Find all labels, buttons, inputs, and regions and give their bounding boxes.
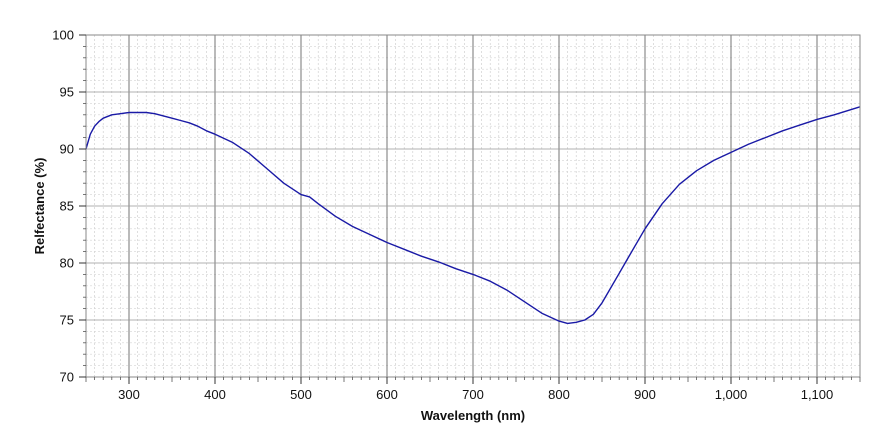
y-axis-ticks: 70 75 80 85 90 95 100 (52, 28, 86, 385)
y-tick-label: 100 (52, 28, 74, 43)
y-tick-label: 90 (60, 142, 74, 157)
x-tick-label: 1,100 (801, 387, 834, 402)
x-tick-label: 800 (548, 387, 570, 402)
series-layer (85, 106, 861, 325)
y-axis-title: Relfectance (%) (32, 158, 47, 255)
y-tick-label: 95 (60, 85, 74, 100)
y-tick-label: 85 (60, 199, 74, 214)
x-tick-label: 300 (118, 387, 140, 402)
x-tick-label: 400 (204, 387, 226, 402)
x-tick-label: 900 (634, 387, 656, 402)
x-axis-ticks: 300 400 500 600 700 800 900 1,000 1,100 (85, 377, 861, 402)
x-axis-title: Wavelength (nm) (421, 408, 525, 423)
x-tick-label: 1,000 (715, 387, 748, 402)
x-tick-label: 600 (376, 387, 398, 402)
x-tick-label: 500 (290, 387, 312, 402)
y-tick-label: 70 (60, 370, 74, 385)
series-line-1 (85, 106, 861, 325)
y-tick-label: 75 (60, 313, 74, 328)
x-tick-label: 700 (462, 387, 484, 402)
y-tick-label: 80 (60, 256, 74, 271)
